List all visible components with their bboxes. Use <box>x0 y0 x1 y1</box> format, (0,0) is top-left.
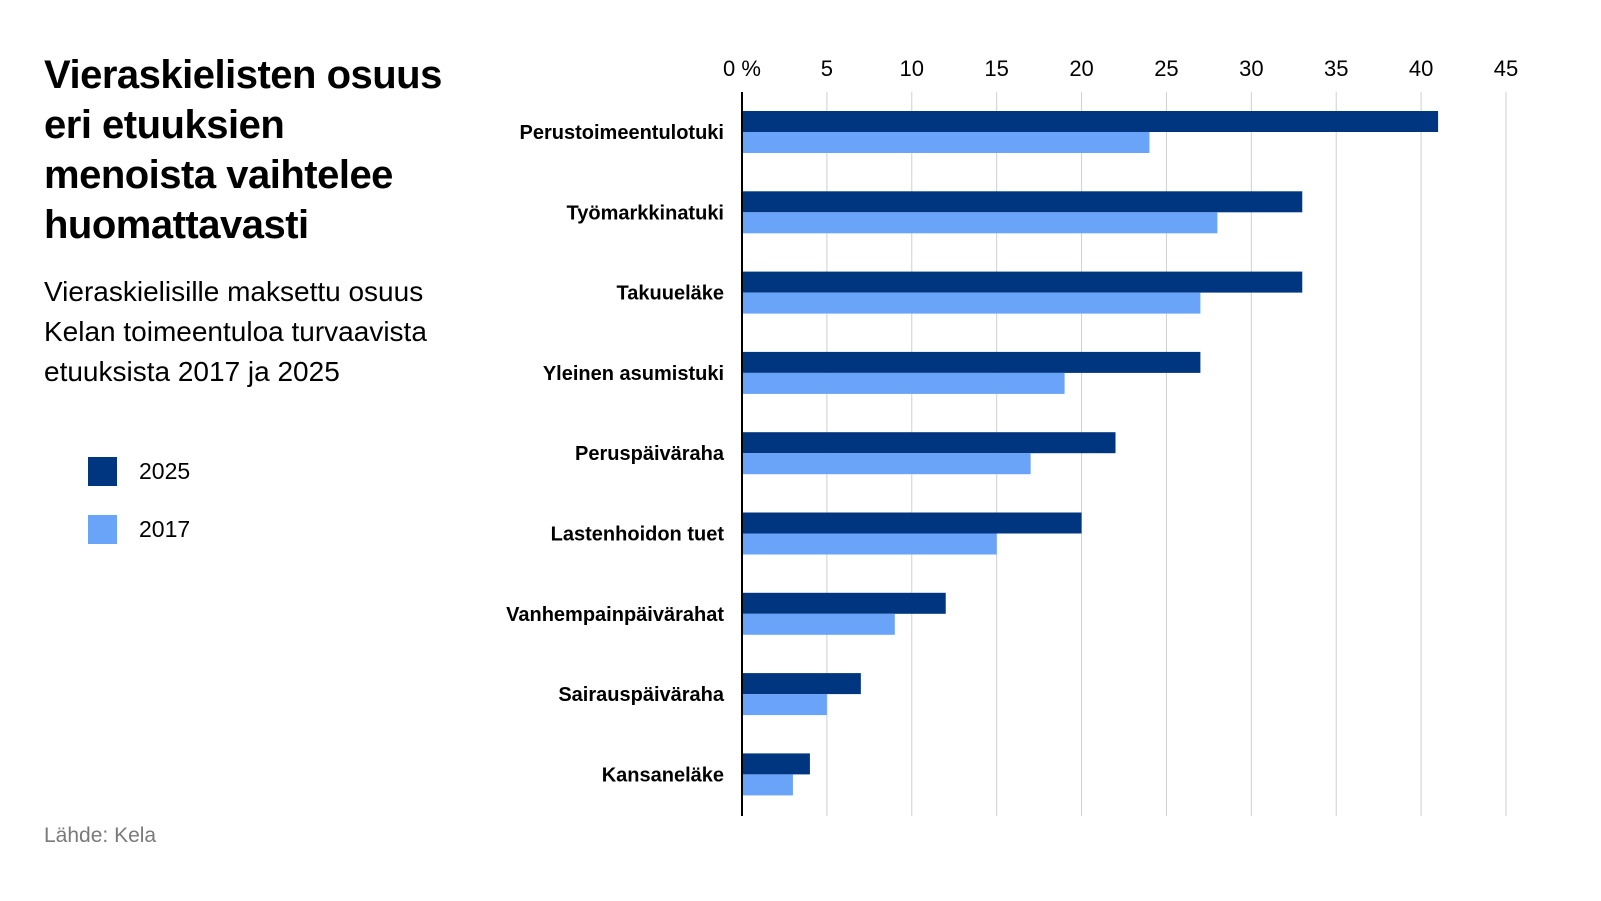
category-label: Perustoimeentulotuki <box>520 122 724 144</box>
bar-2017 <box>742 613 895 635</box>
subtitle-line: Kelan toimeentuloa turvaavista <box>44 316 427 347</box>
category-label: Sairauspäiväraha <box>558 684 725 706</box>
bar-2017 <box>742 292 1201 314</box>
legend-swatch-2017 <box>88 514 117 544</box>
bar-2025 <box>742 111 1439 132</box>
chart-title: Vieraskielisten osuus eri etuuksien meno… <box>44 50 484 250</box>
bar-2025 <box>742 351 1201 373</box>
title-line: menoista vaihtelee <box>44 153 393 197</box>
category-label: Yleinen asumistuki <box>543 363 724 385</box>
bar-2025 <box>742 512 1082 534</box>
category-label: Työmarkkinatuki <box>567 202 724 224</box>
bar-2017 <box>742 212 1218 234</box>
bar-2017 <box>742 453 1031 475</box>
bar-2025 <box>742 191 1303 213</box>
subtitle-line: Vieraskielisille maksettu osuus <box>44 276 424 307</box>
legend-item-2017: 2017 <box>88 514 190 544</box>
x-tick-label: 5 <box>821 56 833 81</box>
category-label: Kansaneläke <box>602 764 724 786</box>
chart-subtitle: Vieraskielisille maksettu osuus Kelan to… <box>44 272 484 392</box>
chart-legend: 2025 2017 <box>88 456 190 572</box>
x-tick-label: 15 <box>984 56 1008 81</box>
bar-2017 <box>742 372 1065 394</box>
x-tick-label: 20 <box>1069 56 1093 81</box>
subtitle-line: etuuksista 2017 ja 2025 <box>44 356 340 387</box>
bar-2025 <box>742 592 946 614</box>
title-line: eri etuuksien <box>44 103 285 147</box>
x-tick-label: 40 <box>1409 56 1433 81</box>
category-label: Peruspäiväraha <box>575 443 725 465</box>
legend-item-2025: 2025 <box>88 456 190 486</box>
x-tick-label: 25 <box>1154 56 1178 81</box>
bar-2017 <box>742 774 793 796</box>
x-tick-label: 30 <box>1239 56 1263 81</box>
category-label: Takuueläke <box>617 283 724 305</box>
category-label: Lastenhoidon tuet <box>551 524 725 546</box>
bar-2017 <box>742 694 827 716</box>
x-tick-label: 35 <box>1324 56 1348 81</box>
bar-2025 <box>742 432 1116 454</box>
legend-swatch-2025 <box>88 456 117 486</box>
x-tick-label: 10 <box>900 56 924 81</box>
bar-2025 <box>742 673 861 695</box>
legend-label-2017: 2017 <box>139 515 191 542</box>
bar-2025 <box>742 271 1303 293</box>
legend-label-2025: 2025 <box>139 457 191 484</box>
x-tick-label: 45 <box>1494 56 1518 81</box>
title-line: Vieraskielisten osuus <box>44 53 442 97</box>
category-label: Vanhempainpäivärahat <box>506 604 724 626</box>
bar-2017 <box>742 132 1150 153</box>
bar-2017 <box>742 533 997 555</box>
bar-2025 <box>742 753 810 775</box>
title-line: huomattavasti <box>44 203 309 247</box>
source-note: Lähde: Kela <box>44 824 157 847</box>
x-tick-label: 0 % <box>723 56 761 81</box>
